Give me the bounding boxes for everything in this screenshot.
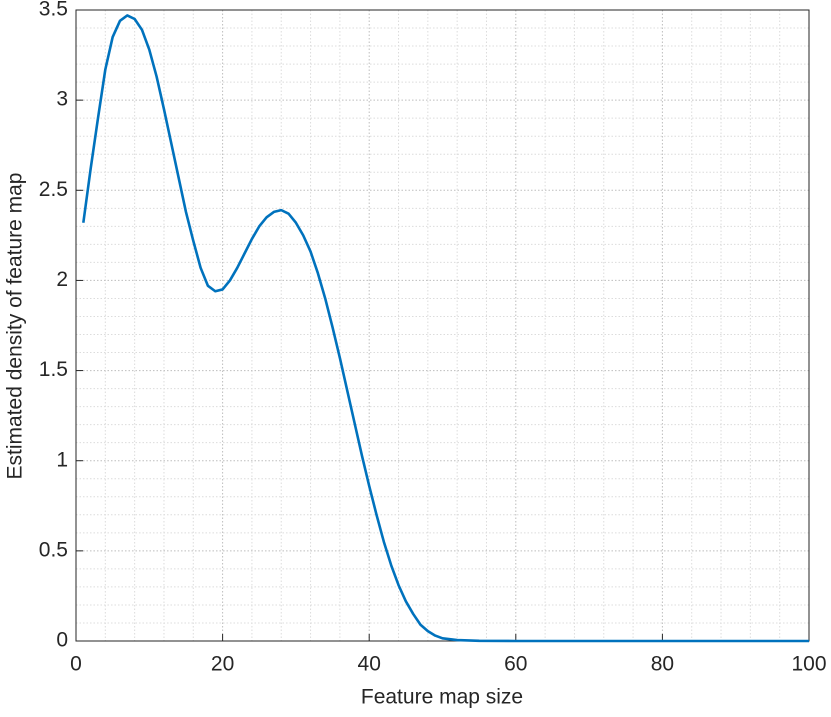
y-tick-label: 1.5 xyxy=(39,358,68,381)
y-tick-label: 1 xyxy=(56,448,68,471)
plot-frame xyxy=(75,9,810,642)
y-tick-label: 3 xyxy=(56,88,68,111)
y-tick-label: 3.5 xyxy=(39,0,68,21)
y-tick-label: 0 xyxy=(56,629,68,652)
line-series xyxy=(82,14,809,643)
y-tick-label: 2 xyxy=(56,268,68,291)
x-axis-label: Feature map size xyxy=(361,686,523,709)
y-axis-label: Estimated density of feature map xyxy=(4,173,27,480)
x-tick-label: 40 xyxy=(358,653,381,676)
y-tick-label: 2.5 xyxy=(39,178,68,201)
x-tick-label: 100 xyxy=(791,653,826,676)
y-tick-label: 0.5 xyxy=(39,538,68,561)
x-tick-label: 60 xyxy=(504,653,527,676)
x-tick-label: 20 xyxy=(211,653,234,676)
x-tick-label: 80 xyxy=(651,653,674,676)
x-tick-label: 0 xyxy=(70,653,82,676)
